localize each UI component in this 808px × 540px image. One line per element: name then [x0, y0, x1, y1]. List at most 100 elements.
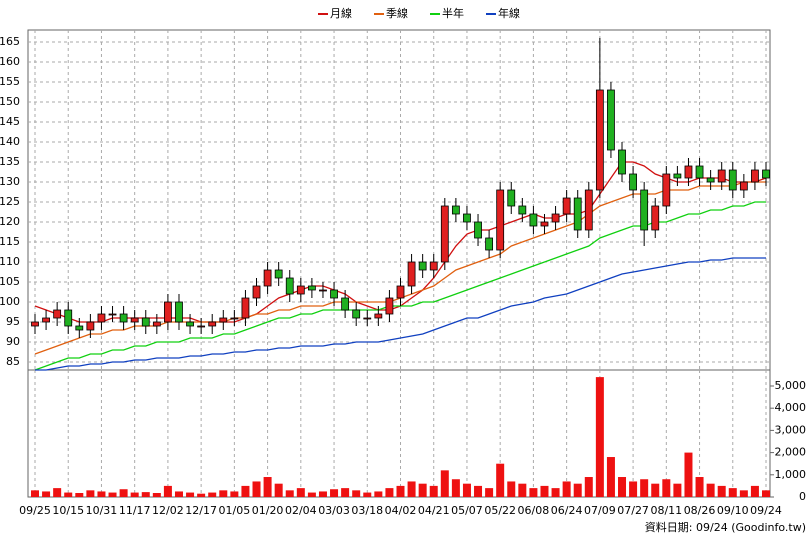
candle-body — [474, 221, 482, 239]
candle-body — [463, 213, 471, 223]
candle-body — [307, 285, 316, 291]
candle-body — [230, 317, 239, 320]
y-tick-label: 135 — [0, 155, 20, 168]
volume-bar — [595, 377, 604, 497]
y2-tick-label: 0 — [799, 490, 806, 503]
volume-bar — [352, 490, 361, 497]
candle-body — [573, 197, 582, 231]
volume-bar — [307, 492, 316, 497]
candle-body — [363, 317, 372, 320]
candle-body — [651, 205, 660, 231]
candle-body — [341, 297, 350, 311]
volume-bar — [252, 481, 261, 497]
volume-bar — [562, 481, 571, 497]
candle-body — [396, 285, 405, 299]
x-tick-label: 12/02 — [152, 504, 184, 517]
candle-body — [42, 317, 50, 323]
volume-bar — [119, 489, 128, 497]
volume-bar — [230, 491, 239, 497]
volume-bar — [197, 493, 206, 497]
candle-body — [186, 321, 194, 327]
candle-body — [75, 325, 84, 331]
candle-body — [119, 313, 128, 323]
candle-body — [285, 277, 294, 295]
volume-bar — [496, 463, 505, 497]
candle-body — [429, 261, 438, 271]
volume-bar — [518, 483, 527, 497]
x-tick-label: 02/04 — [285, 504, 317, 517]
volume-bar — [739, 490, 748, 497]
volume-bar — [64, 492, 73, 497]
x-tick-label: 11/17 — [119, 504, 151, 517]
x-tick-label: 01/05 — [219, 504, 251, 517]
volume-bar — [717, 485, 726, 497]
legend-label: 季線 — [386, 6, 408, 20]
volume-bar — [31, 490, 39, 497]
candle-body — [241, 297, 250, 319]
volume-bar — [97, 491, 106, 497]
candle-body — [374, 313, 383, 319]
y-tick-label: 165 — [0, 35, 20, 48]
volume-bar — [330, 489, 339, 497]
volume-bar — [673, 483, 682, 497]
volume-bar — [396, 485, 405, 497]
candle-body — [618, 149, 626, 175]
y-tick-label: 90 — [6, 335, 20, 348]
volume-bar — [274, 483, 283, 497]
volume-bar — [573, 483, 582, 497]
x-tick-label: 07/09 — [584, 504, 616, 517]
volume-bar — [385, 488, 394, 497]
legend-label: 半年 — [442, 6, 464, 20]
volume-bar — [75, 493, 84, 497]
volume-bar — [695, 477, 704, 497]
candle-body — [728, 169, 737, 191]
candle-body — [662, 173, 671, 207]
volume-bar — [296, 488, 305, 497]
volume-bar — [474, 485, 483, 497]
candle-body — [152, 321, 161, 327]
candle-body — [507, 189, 516, 207]
x-tick-label: 08/26 — [684, 504, 716, 517]
volume-bar — [407, 481, 416, 497]
volume-bar — [108, 492, 117, 497]
volume-bar — [651, 483, 660, 497]
x-tick-label: 03/03 — [318, 504, 350, 517]
candle-body — [418, 261, 427, 271]
volume-bar — [684, 452, 693, 497]
x-tick-label: 12/17 — [185, 504, 217, 517]
volume-bar — [208, 492, 217, 497]
volume-bar — [507, 481, 516, 497]
y2-tick-label: 3,000 — [775, 423, 807, 436]
y-tick-label: 140 — [0, 135, 20, 148]
candle-body — [164, 301, 172, 323]
volume-bar — [141, 492, 150, 497]
candle-body — [640, 189, 649, 231]
candle-body — [319, 289, 327, 292]
candle-body — [252, 285, 261, 299]
volume-bar — [440, 470, 449, 497]
candle-body — [274, 269, 283, 279]
y2-tick-label: 1,000 — [775, 468, 807, 481]
volume-bar — [241, 485, 250, 497]
candle-body — [629, 173, 637, 191]
volume-bar — [130, 492, 139, 497]
candle-body — [706, 177, 715, 183]
candle-body — [717, 169, 726, 183]
volume-bar — [728, 488, 737, 497]
x-tick-label: 03/18 — [351, 504, 383, 517]
volume-bar — [485, 488, 494, 497]
volume-bar — [540, 485, 549, 497]
candle-body — [440, 205, 449, 263]
volume-bar — [629, 481, 638, 497]
y-tick-label: 155 — [0, 75, 20, 88]
volume-bar — [418, 483, 427, 497]
y2-tick-label: 2,000 — [775, 446, 807, 459]
candle-body — [175, 301, 183, 323]
volume-bar — [174, 491, 183, 497]
candle-body — [496, 189, 505, 251]
volume-bar — [285, 490, 294, 497]
volume-bar — [529, 488, 538, 497]
x-tick-label: 10/15 — [52, 504, 84, 517]
volume-bar — [750, 485, 759, 497]
candle-body — [540, 221, 549, 227]
